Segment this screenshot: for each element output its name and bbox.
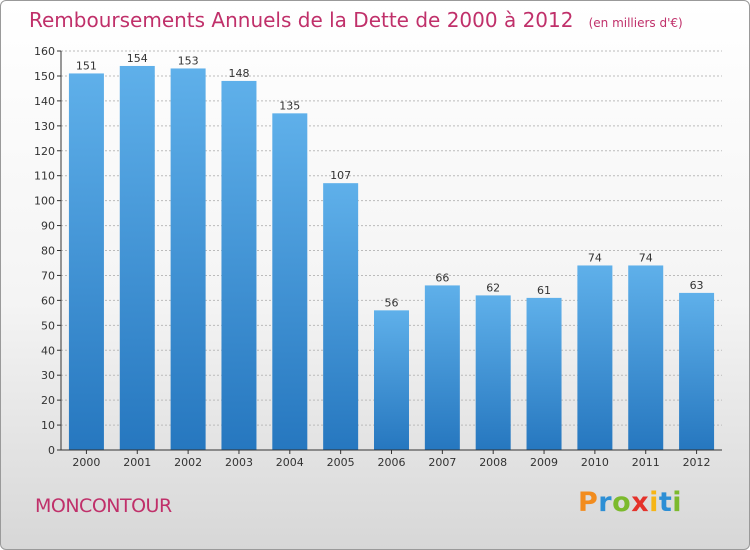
bar xyxy=(272,113,308,450)
y-tick-label: 10 xyxy=(41,419,55,432)
chart-title: Remboursements Annuels de la Dette de 20… xyxy=(29,8,574,32)
y-tick-label: 20 xyxy=(41,394,55,407)
y-tick-label: 140 xyxy=(34,95,55,108)
bar xyxy=(679,292,715,450)
proxiti-logo: Proxiti xyxy=(578,487,682,518)
logo-letter: i xyxy=(672,487,683,518)
y-tick-label: 60 xyxy=(41,294,55,307)
bar xyxy=(628,265,664,450)
bar-value-label: 148 xyxy=(228,67,249,80)
x-tick-label: 2006 xyxy=(378,456,406,469)
bar-value-label: 74 xyxy=(639,251,653,264)
y-tick-label: 130 xyxy=(34,120,55,133)
bar xyxy=(68,73,104,450)
bar xyxy=(221,80,257,451)
x-tick-label: 2008 xyxy=(479,456,507,469)
x-tick-label: 2003 xyxy=(225,456,253,469)
y-tick-label: 70 xyxy=(41,269,55,282)
x-tick-label: 2001 xyxy=(123,456,151,469)
y-tick-label: 150 xyxy=(34,70,55,83)
bar xyxy=(323,183,359,450)
x-tick-label: 2009 xyxy=(530,456,558,469)
x-tick-label: 2012 xyxy=(683,456,711,469)
bar-value-label: 66 xyxy=(435,271,449,284)
bar xyxy=(374,310,409,450)
bar-value-label: 62 xyxy=(486,281,500,294)
logo-letter: i xyxy=(649,487,659,518)
logo-letter: x xyxy=(631,487,650,518)
bar xyxy=(475,295,511,450)
x-tick-label: 2005 xyxy=(327,456,355,469)
bar xyxy=(119,65,155,451)
y-tick-label: 110 xyxy=(34,170,55,183)
y-tick-label: 50 xyxy=(41,319,55,332)
y-tick-label: 30 xyxy=(41,369,55,382)
bar-value-label: 63 xyxy=(690,279,704,292)
y-tick-label: 120 xyxy=(34,145,55,158)
x-tick-label: 2007 xyxy=(428,456,456,469)
y-tick-label: 100 xyxy=(34,195,55,208)
bar-value-label: 154 xyxy=(127,52,148,65)
logo-letter: t xyxy=(658,487,673,518)
logo-letter: r xyxy=(598,487,613,518)
bar-value-label: 61 xyxy=(537,284,551,297)
x-tick-label: 2002 xyxy=(174,456,202,469)
bar-value-label: 74 xyxy=(588,251,602,264)
bar-value-label: 153 xyxy=(178,54,199,67)
logo-letter: P xyxy=(578,487,599,518)
bar-value-label: 151 xyxy=(76,59,97,72)
y-tick-label: 40 xyxy=(41,344,55,357)
bar xyxy=(577,265,613,450)
bar xyxy=(170,68,206,451)
x-tick-label: 2010 xyxy=(581,456,609,469)
chart-title-block: Remboursements Annuels de la Dette de 20… xyxy=(29,8,683,32)
x-tick-label: 2000 xyxy=(72,456,100,469)
chart-subtitle: (en milliers d'€) xyxy=(588,16,683,30)
y-tick-label: 90 xyxy=(41,220,55,233)
bar-value-label: 135 xyxy=(279,99,300,112)
bar xyxy=(526,297,562,450)
y-tick-label: 0 xyxy=(48,444,55,457)
y-tick-label: 80 xyxy=(41,245,55,258)
x-tick-label: 2004 xyxy=(276,456,304,469)
y-tick-label: 160 xyxy=(34,45,55,58)
commune-name: MONCONTOUR xyxy=(35,495,172,517)
logo-letter: o xyxy=(612,487,632,518)
bar xyxy=(424,285,460,450)
bar-value-label: 107 xyxy=(330,169,351,182)
bar-value-label: 56 xyxy=(385,296,399,309)
x-tick-label: 2011 xyxy=(632,456,660,469)
